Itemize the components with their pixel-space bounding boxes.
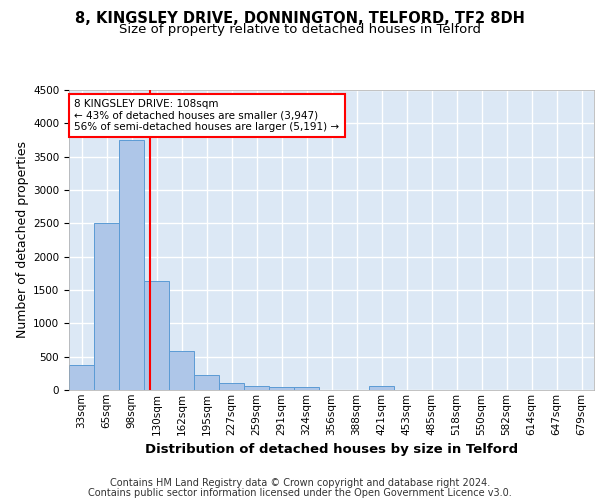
Text: Contains HM Land Registry data © Crown copyright and database right 2024.: Contains HM Land Registry data © Crown c…: [110, 478, 490, 488]
Text: Contains public sector information licensed under the Open Government Licence v3: Contains public sector information licen…: [88, 488, 512, 498]
Bar: [144, 280, 169, 390]
Bar: [194, 376, 219, 390]
Bar: [94, 224, 119, 390]
Bar: [119, 140, 144, 390]
Y-axis label: Number of detached properties: Number of detached properties: [16, 142, 29, 338]
Text: Size of property relative to detached houses in Telford: Size of property relative to detached ho…: [119, 22, 481, 36]
Bar: [244, 386, 269, 390]
Text: 8, KINGSLEY DRIVE, DONNINGTON, TELFORD, TF2 8DH: 8, KINGSLEY DRIVE, DONNINGTON, TELFORD, …: [75, 11, 525, 26]
Text: 8 KINGSLEY DRIVE: 108sqm
← 43% of detached houses are smaller (3,947)
56% of sem: 8 KINGSLEY DRIVE: 108sqm ← 43% of detach…: [74, 99, 340, 132]
Bar: [69, 366, 94, 390]
Bar: [294, 386, 319, 390]
Bar: [269, 387, 294, 390]
Bar: [219, 384, 244, 390]
X-axis label: Distribution of detached houses by size in Telford: Distribution of detached houses by size …: [145, 443, 518, 456]
Bar: [369, 386, 394, 390]
Bar: [169, 350, 194, 390]
